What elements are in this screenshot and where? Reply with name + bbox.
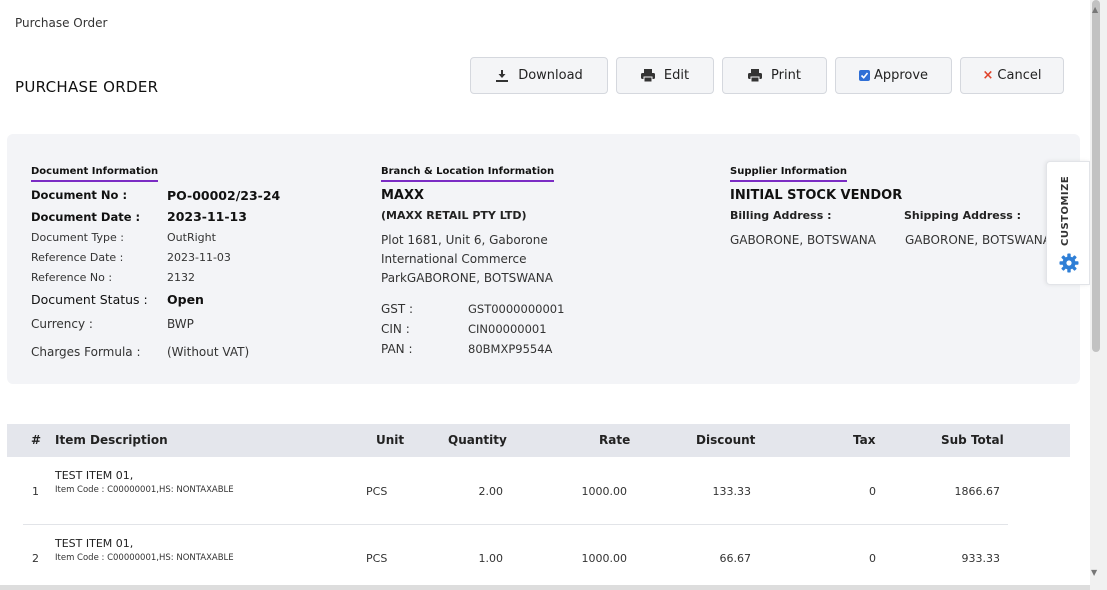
pan-label: PAN :	[381, 342, 413, 356]
item-code: Item Code : C00000001,HS: NONTAXABLE	[55, 485, 234, 495]
cin-value: CIN00000001	[468, 322, 547, 336]
row-no: 1	[32, 485, 39, 498]
shipping-address-label: Shipping Address :	[904, 209, 1022, 222]
item-sub-total: 933.33	[961, 552, 1001, 565]
col-no: #	[31, 433, 42, 447]
item-tax: 0	[869, 485, 876, 498]
col-unit: Unit	[376, 433, 405, 447]
page-title: PURCHASE ORDER	[15, 78, 159, 96]
printer-icon	[640, 69, 655, 82]
charges-label: Charges Formula :	[31, 345, 141, 359]
status-value: Open	[167, 292, 204, 307]
download-button[interactable]: Download	[470, 57, 608, 94]
document-info-title: Document Information	[31, 166, 159, 182]
item-discount: 66.67	[719, 552, 752, 565]
supplier-info-title: Supplier Information	[730, 166, 848, 182]
table-header: # Item Description Unit Quantity Rate Di…	[7, 424, 1070, 457]
item-sub-total: 1866.67	[954, 485, 1001, 498]
edit-label: Edit	[663, 68, 690, 83]
doc-date-label: Document Date :	[31, 210, 141, 224]
col-item-description: Item Description	[55, 433, 168, 447]
customize-label: CUSTOMIZE	[1060, 175, 1071, 246]
row-divider	[23, 524, 1008, 525]
item-code: Item Code : C00000001,HS: NONTAXABLE	[55, 553, 234, 563]
item-unit: PCS	[366, 552, 388, 565]
status-label: Document Status :	[31, 292, 148, 307]
item-name: TEST ITEM 01,	[55, 469, 134, 482]
print-button[interactable]: Print	[722, 57, 827, 94]
doc-date-value: 2023-11-13	[167, 209, 247, 224]
ref-date-value: 2023-11-03	[167, 251, 231, 264]
branch-info-title: Branch & Location Information	[381, 166, 555, 182]
row-no: 2	[32, 552, 39, 565]
checkbox-checked-icon	[858, 70, 870, 81]
col-tax: Tax	[853, 433, 876, 447]
breadcrumb: Purchase Order	[15, 16, 108, 30]
toolbar: Download Edit Print Approve × Cancel	[0, 57, 1090, 94]
branch-address-line1: Plot 1681, Unit 6, Gaborone	[381, 233, 548, 247]
ref-no-value: 2132	[167, 271, 195, 284]
gear-icon	[1059, 253, 1079, 273]
doc-type-label: Document Type :	[31, 231, 124, 244]
shipping-address-value: GABORONE, BOTSWANA	[905, 233, 1046, 247]
item-quantity: 1.00	[478, 552, 504, 565]
approve-label: Approve	[873, 68, 929, 83]
branch-name: MAXX	[381, 188, 425, 203]
cin-label: CIN :	[381, 322, 410, 336]
item-unit: PCS	[366, 485, 388, 498]
item-discount: 133.33	[712, 485, 752, 498]
ref-no-label: Reference No :	[31, 271, 113, 284]
scroll-up-arrow-icon[interactable]: ▲	[1092, 5, 1099, 14]
col-quantity: Quantity	[448, 433, 507, 447]
gst-value: GST0000000001	[468, 302, 565, 316]
col-rate: Rate	[599, 433, 631, 447]
table-row: 2 TEST ITEM 01, Item Code : C00000001,HS…	[7, 536, 1070, 581]
ref-date-label: Reference Date :	[31, 251, 124, 264]
edit-button[interactable]: Edit	[616, 57, 714, 94]
item-description: TEST ITEM 01, Item Code : C00000001,HS: …	[55, 469, 234, 495]
item-quantity: 2.00	[478, 485, 504, 498]
cancel-label: Cancel	[997, 68, 1042, 83]
doc-no-value: PO-00002/23-24	[167, 188, 281, 203]
doc-type-value: OutRight	[167, 231, 216, 244]
billing-address-label: Billing Address :	[730, 209, 832, 222]
printer-icon	[748, 69, 763, 82]
horizontal-scrollbar[interactable]	[0, 585, 1090, 590]
item-rate: 1000.00	[581, 552, 628, 565]
approve-button[interactable]: Approve	[835, 57, 952, 94]
gst-label: GST :	[381, 302, 414, 316]
download-icon	[496, 69, 509, 82]
item-rate: 1000.00	[581, 485, 628, 498]
pan-value: 80BMXP9554A	[468, 342, 553, 356]
cancel-button[interactable]: × Cancel	[960, 57, 1064, 94]
item-description: TEST ITEM 01, Item Code : C00000001,HS: …	[55, 537, 234, 563]
scrollbar-thumb[interactable]	[1092, 0, 1100, 352]
doc-no-label: Document No :	[31, 188, 128, 202]
scroll-down-arrow-icon[interactable]: ▼	[1091, 568, 1098, 577]
currency-value: BWP	[167, 317, 194, 331]
currency-label: Currency :	[31, 317, 93, 331]
download-label: Download	[518, 68, 583, 83]
billing-address-value: GABORONE, BOTSWANA	[730, 233, 876, 247]
col-discount: Discount	[696, 433, 756, 447]
item-name: TEST ITEM 01,	[55, 537, 134, 550]
branch-address-line3: ParkGABORONE, BOTSWANA	[381, 271, 553, 285]
customize-tab[interactable]: CUSTOMIZE	[1046, 161, 1090, 285]
branch-legal-name: (MAXX RETAIL PTY LTD)	[381, 209, 527, 222]
print-label: Print	[771, 68, 801, 83]
supplier-name: INITIAL STOCK VENDOR	[730, 188, 903, 203]
charges-value: (Without VAT)	[167, 345, 250, 359]
item-tax: 0	[869, 552, 876, 565]
branch-address-line2: International Commerce	[381, 252, 527, 266]
info-card	[7, 134, 1080, 384]
table-row: 1 TEST ITEM 01, Item Code : C00000001,HS…	[7, 468, 1070, 518]
close-icon: ×	[982, 68, 994, 83]
col-sub-total: Sub Total	[941, 433, 1004, 447]
